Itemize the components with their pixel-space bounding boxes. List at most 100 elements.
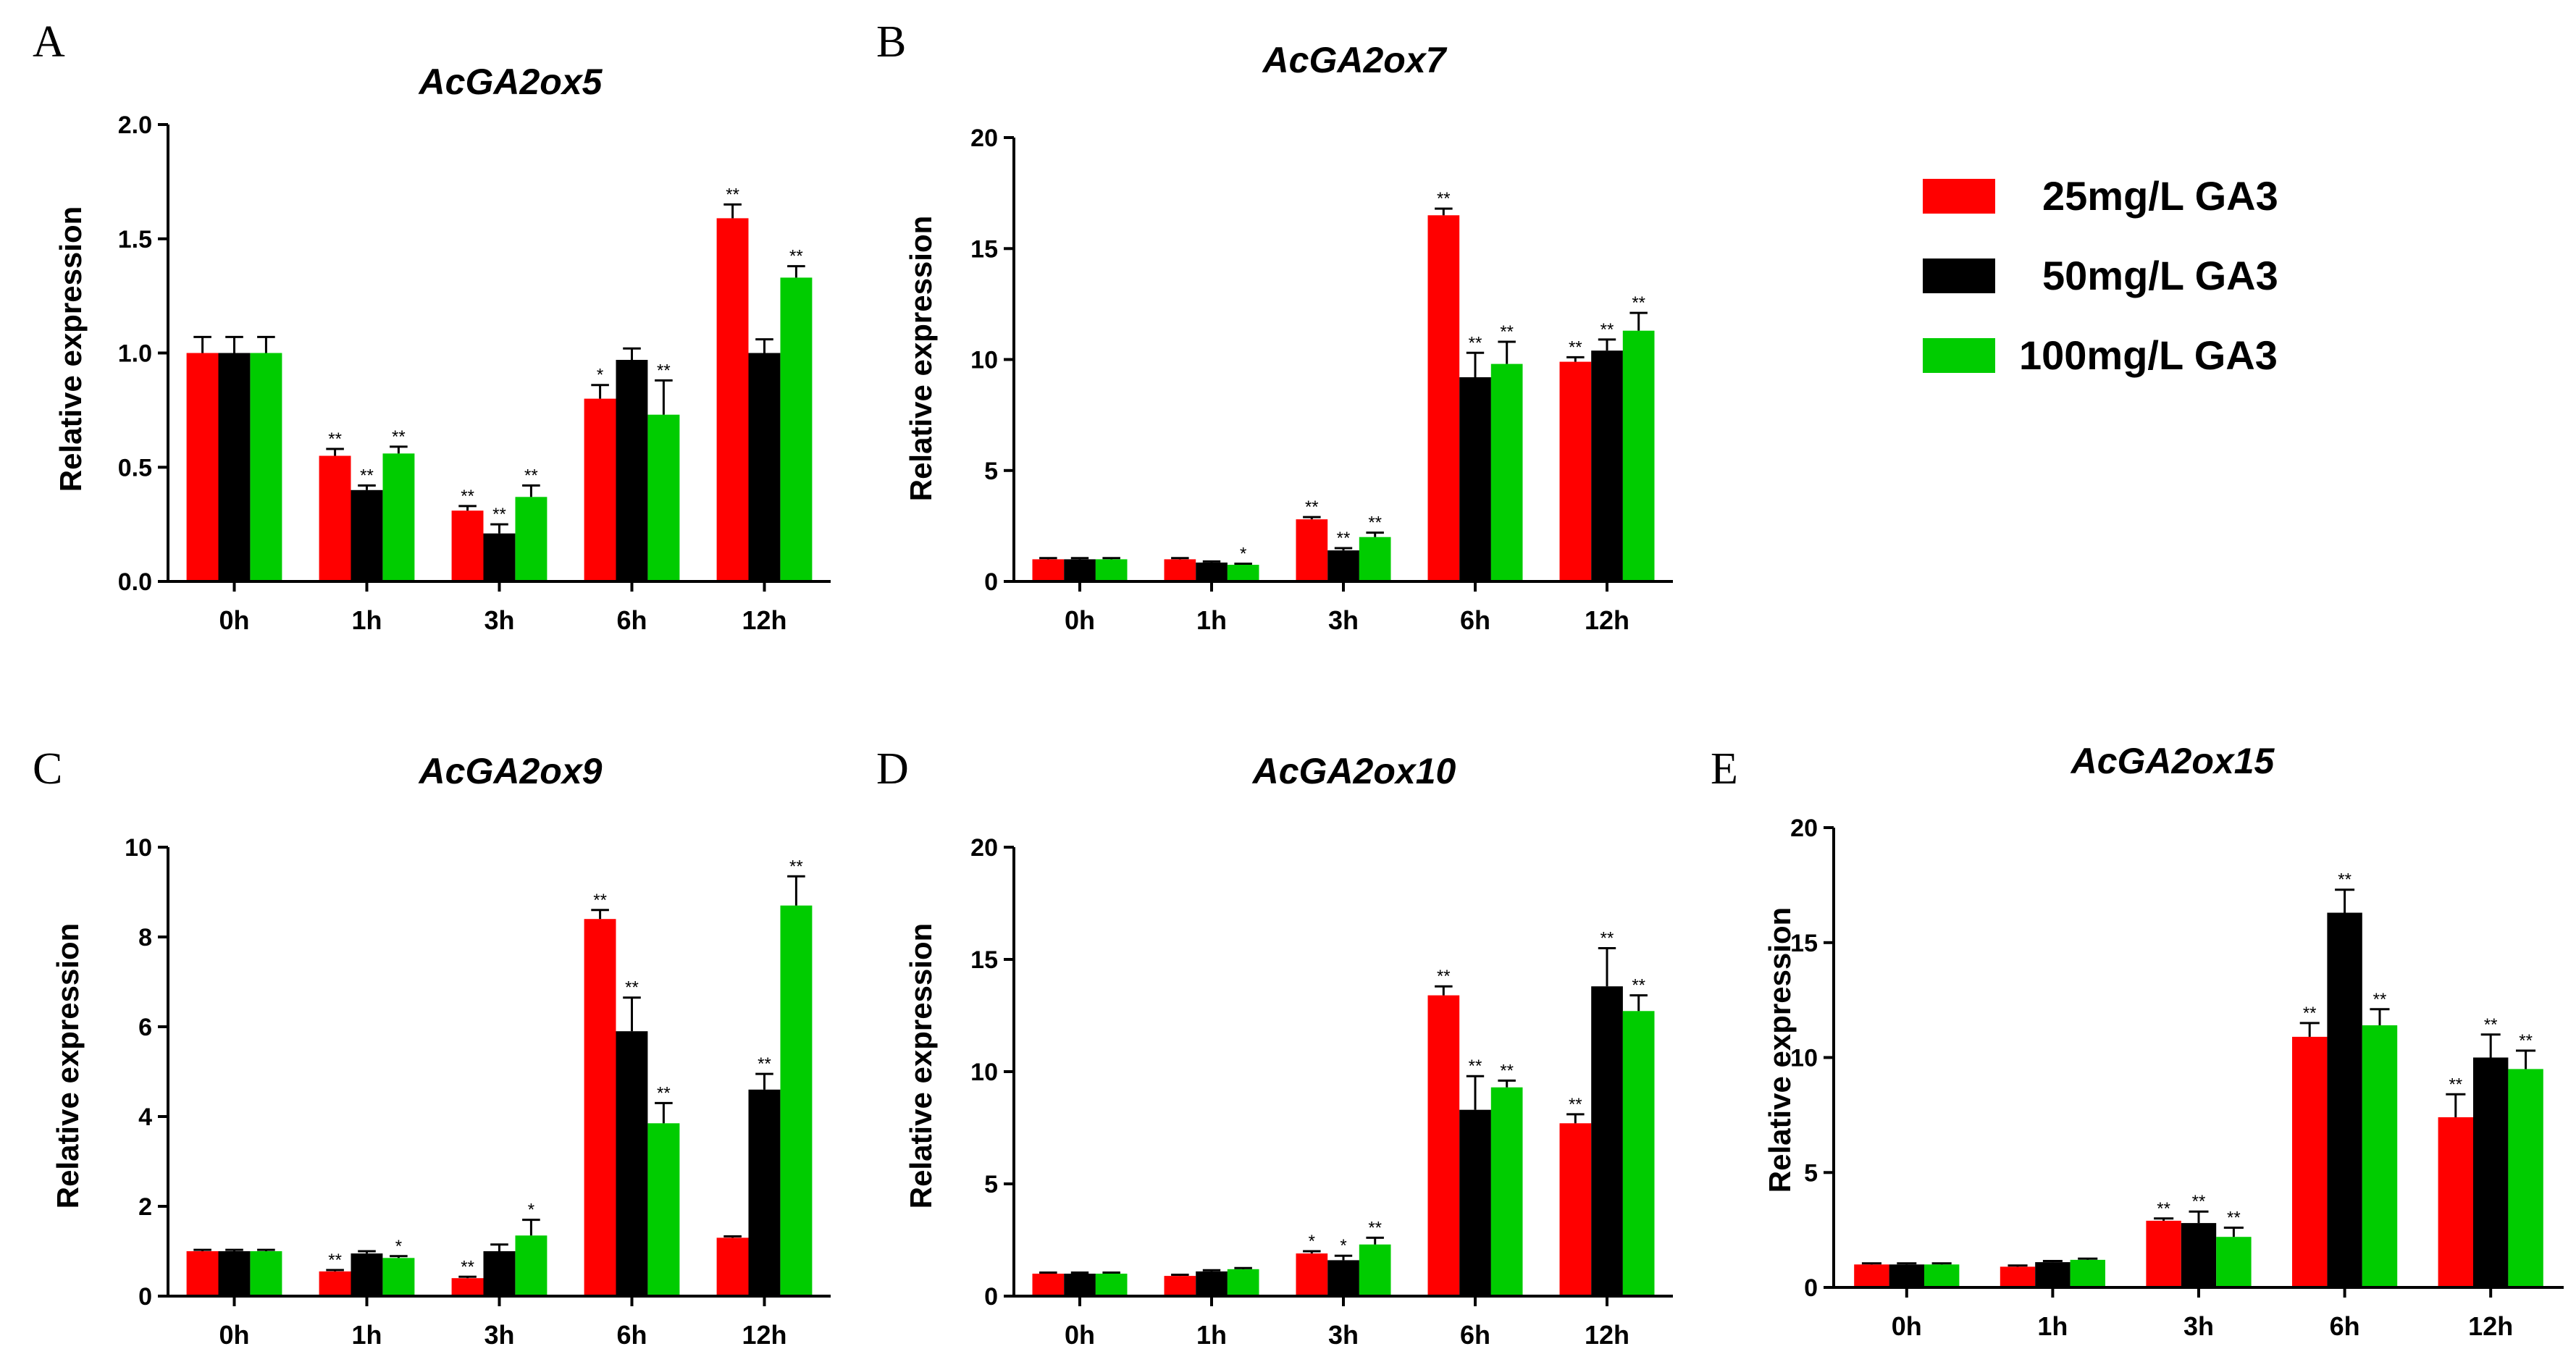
bar-12h-series-1 (716, 1237, 749, 1296)
bar-0h-series-3 (250, 1251, 282, 1296)
y-tick-label: 0 (1804, 1274, 1818, 1302)
significance-mark-6h-series-1: ** (593, 891, 607, 910)
x-tick-label-6h: 6h (1460, 1320, 1490, 1350)
y-tick-label: 4 (138, 1104, 152, 1131)
legend-label-25mg: 25mg/L GA3 (2042, 173, 2278, 219)
y-axis-label-e: Relative expression (1763, 907, 1797, 1193)
bar-12h-series-3 (1622, 1011, 1655, 1296)
significance-mark-3h-series-3: ** (1368, 1218, 1382, 1237)
bar-12h-series-2 (748, 1089, 781, 1296)
significance-mark-3h-series-3: ** (1368, 513, 1382, 533)
bar-0h-series-1 (186, 1251, 219, 1296)
bar-0h-series-3 (1095, 559, 1128, 581)
bar-12h-series-1 (2438, 1117, 2473, 1287)
legend-label-50mg: 50mg/L GA3 (2042, 253, 2278, 298)
x-tick-label-0h: 0h (219, 605, 249, 635)
x-tick-label-6h: 6h (616, 605, 647, 635)
y-tick-label: 5 (984, 458, 998, 485)
significance-mark-12h-series-1: ** (2449, 1075, 2462, 1094)
chart-title-b: AcGA2ox7 (1262, 40, 1448, 80)
bar-3h-series-3 (515, 1235, 547, 1296)
significance-mark-6h-series-2: ** (625, 978, 639, 998)
y-tick-label: 0.5 (118, 454, 152, 482)
bar-12h-series-1 (1559, 361, 1592, 581)
y-tick-label: 10 (970, 1059, 998, 1086)
bar-3h-series-2 (483, 1251, 516, 1296)
bar-6h-series-1 (584, 398, 616, 581)
significance-mark-1h-series-3: * (1240, 545, 1246, 564)
bar-3h-series-2 (2181, 1223, 2217, 1287)
significance-mark-3h-series-1: ** (461, 487, 474, 506)
y-tick-label: 1.0 (118, 340, 152, 368)
bar-0h-series-2 (218, 1251, 251, 1296)
x-tick-label-6h: 6h (2330, 1311, 2360, 1341)
significance-mark-3h-series-2: ** (492, 505, 506, 524)
panel-letter-b: B (876, 17, 906, 67)
x-tick-label-3h: 3h (1328, 1320, 1359, 1350)
bar-12h-series-1 (1559, 1123, 1592, 1296)
x-tick-label-0h: 0h (219, 1320, 249, 1350)
y-tick-label: 8 (138, 924, 152, 951)
x-tick-label-1h: 1h (351, 1320, 382, 1350)
y-axis-label-b: Relative expression (904, 216, 938, 502)
y-tick-label: 5 (1804, 1159, 1818, 1187)
panel-letter-c: C (33, 744, 62, 794)
significance-mark-3h-series-3: ** (524, 466, 538, 486)
bar-6h-series-3 (1490, 363, 1523, 581)
significance-mark-3h-series-2: ** (2192, 1192, 2206, 1211)
bar-1h-series-1 (2000, 1266, 2036, 1287)
bar-0h-series-2 (1064, 559, 1096, 581)
bar-1h-series-3 (382, 453, 415, 581)
significance-mark-12h-series-1: ** (1569, 337, 1582, 357)
x-tick-label-12h: 12h (742, 605, 786, 635)
bar-0h-series-1 (186, 353, 219, 581)
bar-3h-series-1 (1296, 519, 1328, 581)
x-tick-label-3h: 3h (1328, 605, 1359, 635)
bar-6h-series-1 (1427, 215, 1460, 581)
bar-0h-series-2 (1064, 1274, 1096, 1296)
legend-swatch-100mg (1923, 338, 1995, 373)
bar-1h-series-2 (351, 1253, 383, 1296)
significance-mark-12h-series-1: ** (1569, 1095, 1582, 1114)
bar-3h-series-2 (483, 533, 516, 581)
bar-6h-series-2 (2327, 912, 2362, 1287)
y-tick-label: 2 (138, 1193, 152, 1221)
significance-mark-1h-series-3: * (395, 1237, 402, 1256)
bar-3h-series-1 (451, 1278, 484, 1296)
significance-mark-12h-series-3: ** (1632, 976, 1645, 996)
significance-mark-12h-series-2: ** (2484, 1015, 2498, 1035)
significance-mark-1h-series-3: ** (392, 427, 406, 447)
significance-mark-12h-series-3: ** (789, 857, 803, 876)
legend: 25mg/L GA3 50mg/L GA3 100mg/L GA3 (1923, 173, 2278, 378)
panel-letter-a: A (33, 17, 65, 67)
x-tick-label-0h: 0h (1892, 1311, 1922, 1341)
bar-0h-series-1 (1032, 559, 1065, 581)
significance-mark-12h-series-2: ** (1600, 320, 1614, 340)
bar-0h-series-3 (1924, 1264, 1960, 1288)
y-tick-label: 10 (125, 834, 152, 862)
x-tick-label-1h: 1h (1196, 605, 1227, 635)
bar-1h-series-2 (1196, 562, 1228, 581)
y-tick-label: 20 (970, 834, 998, 862)
significance-mark-6h-series-2: ** (2338, 870, 2351, 890)
x-tick-label-3h: 3h (484, 1320, 514, 1350)
bar-12h-series-3 (1622, 330, 1655, 581)
y-tick-label: 2.0 (118, 112, 152, 139)
bar-0h-series-1 (1032, 1274, 1065, 1296)
x-tick-label-3h: 3h (484, 605, 514, 635)
panel-c: C AcGA2ox9 Relative expression ** *******… (33, 744, 831, 1350)
significance-mark-12h-series-3: ** (2519, 1031, 2533, 1051)
x-tick-label-12h: 12h (1585, 605, 1629, 635)
significance-mark-3h-series-1: ** (1305, 497, 1319, 517)
significance-mark-1h-series-1: ** (328, 1250, 342, 1270)
y-tick-label: 15 (970, 235, 998, 263)
significance-mark-3h-series-2: ** (1337, 529, 1351, 548)
bar-1h-series-2 (351, 489, 383, 581)
x-tick-label-6h: 6h (616, 1320, 647, 1350)
panel-a: A AcGA2ox5 Relative expression *********… (33, 17, 831, 635)
bar-0h-series-3 (250, 353, 282, 581)
y-tick-label: 0 (984, 568, 998, 596)
plot-area-a: *******************0.00.51.01.52.00h 1h 3h… (118, 112, 831, 635)
